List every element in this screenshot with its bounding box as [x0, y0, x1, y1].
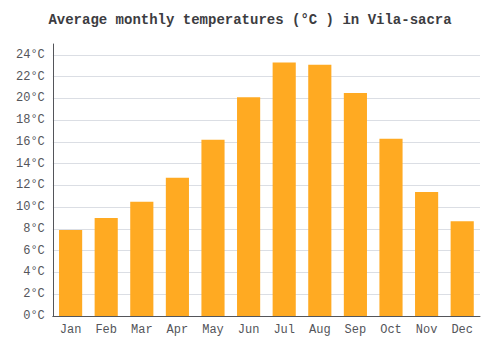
svg-text:Dec: Dec — [451, 323, 473, 337]
svg-text:6°C: 6°C — [23, 244, 45, 258]
svg-text:0°C: 0°C — [23, 309, 45, 323]
svg-text:24°C: 24°C — [16, 48, 45, 62]
svg-text:Average monthly temperatures (: Average monthly temperatures (°C ) in Vi… — [48, 12, 452, 28]
svg-text:20°C: 20°C — [16, 91, 45, 105]
svg-text:Sep: Sep — [345, 323, 367, 337]
svg-text:Jan: Jan — [60, 323, 82, 337]
svg-text:12°C: 12°C — [16, 178, 45, 192]
svg-text:22°C: 22°C — [16, 70, 45, 84]
svg-text:Mar: Mar — [131, 323, 153, 337]
svg-text:Aug: Aug — [309, 323, 331, 337]
svg-text:Apr: Apr — [167, 323, 189, 337]
svg-text:4°C: 4°C — [23, 265, 45, 279]
svg-text:Jun: Jun — [238, 323, 260, 337]
svg-text:18°C: 18°C — [16, 113, 45, 127]
svg-text:8°C: 8°C — [23, 222, 45, 236]
svg-text:Nov: Nov — [416, 323, 438, 337]
svg-text:10°C: 10°C — [16, 200, 45, 214]
svg-text:Jul: Jul — [273, 323, 295, 337]
svg-text:14°C: 14°C — [16, 157, 45, 171]
svg-text:2°C: 2°C — [23, 287, 45, 301]
svg-text:16°C: 16°C — [16, 135, 45, 149]
svg-text:Feb: Feb — [95, 323, 117, 337]
svg-text:May: May — [202, 323, 224, 337]
svg-text:Oct: Oct — [380, 323, 402, 337]
